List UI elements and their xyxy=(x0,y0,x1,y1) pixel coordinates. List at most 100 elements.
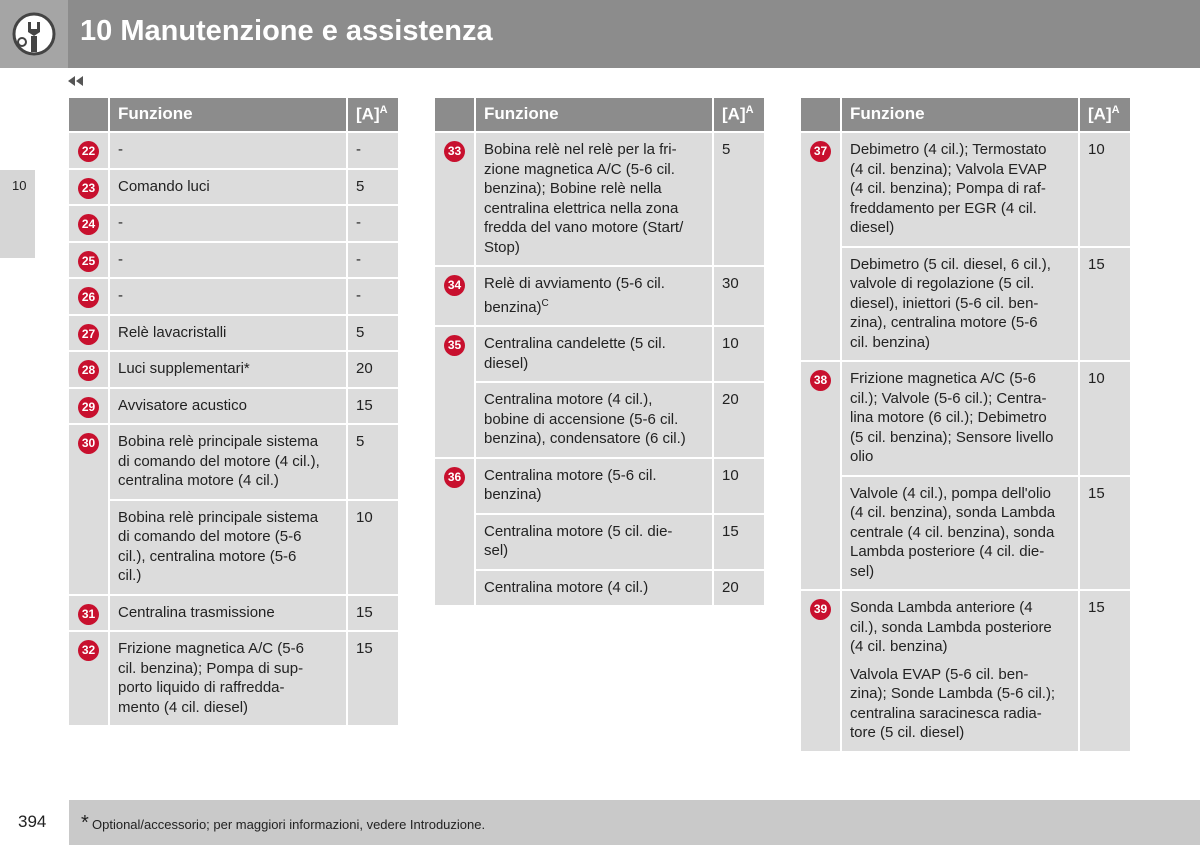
function-text: Centralina motore (4 cil.), bobine di ac… xyxy=(484,391,686,447)
function-text: Bobina relè principale sistema di comand… xyxy=(118,433,320,489)
header-amp: [A]A xyxy=(714,98,764,131)
chapter-icon xyxy=(0,0,68,68)
amp-cell: 20 xyxy=(714,570,764,605)
amp-cell: 10 xyxy=(714,458,764,513)
function-text: Frizione magnetica A/C (5-6 cil.); Valvo… xyxy=(850,370,1054,465)
fuse-row: 32 Frizione magnetica A/C (5-6 cil. benzi… xyxy=(69,632,398,725)
function-text: Centralina candelette (5 cil. diesel) xyxy=(484,335,666,372)
fuse-badge: 39 xyxy=(810,599,831,620)
function-cell: Frizione magnetica A/C (5-6 cil.); Valvo… xyxy=(842,362,1078,475)
function-text: Bobina relè principale sistema di comand… xyxy=(118,508,319,585)
number-cell: 26 xyxy=(69,279,108,314)
footer-bar: * Optional/accessorio; per maggiori info… xyxy=(69,800,1200,845)
fuse-row: 27 Relè lavacristalli 5 xyxy=(69,315,398,350)
function-text: Centralina motore (5 cil. die- sel) xyxy=(484,522,673,560)
function-text: Centralina motore (5-6 cil. benzina) xyxy=(484,466,657,504)
function-cell: Bobina relè principale sistema di comand… xyxy=(110,500,346,594)
fuse-badge: 28 xyxy=(78,360,99,381)
header-cell xyxy=(801,98,840,131)
function-text: Luci supplementari* xyxy=(118,360,250,377)
function-cell: Centralina motore (5-6 cil. benzina) xyxy=(476,458,712,513)
header-function: Funzione xyxy=(476,98,712,131)
number-cell: 32 xyxy=(69,632,108,725)
header-function: Funzione xyxy=(110,98,346,131)
function-sup: C xyxy=(541,297,549,309)
function-cell: Centralina candelette (5 cil. diesel) xyxy=(476,327,712,381)
fuse-badge: 27 xyxy=(78,323,99,345)
fuse-badge: 35 xyxy=(444,335,465,356)
amp-cell: 15 xyxy=(348,595,398,630)
number-cell: 28 xyxy=(69,352,108,387)
fuse-row: 25 - - xyxy=(69,242,398,277)
amp-cell: 5 xyxy=(348,315,398,350)
fuse-row: 35 Centralina candelette (5 cil. diesel) 1… xyxy=(435,327,764,457)
amp-cell: 15 xyxy=(1080,247,1130,360)
fuse-row: 37 Debimetro (4 cil.); Termostato (4 cil.… xyxy=(801,133,1130,360)
function-cell: Centralina motore (4 cil.), bobine di ac… xyxy=(476,383,712,457)
header-amp: [A]A xyxy=(348,98,398,131)
amp-cell: - xyxy=(348,133,398,168)
fuse-row: Debimetro (5 cil. diesel, 6 cil.), valvo… xyxy=(801,247,1130,360)
fuse-row: 24 - - xyxy=(69,206,398,241)
function-text: - xyxy=(118,250,123,268)
fuse-row: 39 Sonda Lambda anteriore (4 cil.), sonda… xyxy=(801,591,1130,751)
fuse-badge: 22 xyxy=(78,141,99,162)
number-cell: 37 xyxy=(801,133,840,360)
amp-cell: 10 xyxy=(1080,362,1130,475)
function-cell: - xyxy=(110,279,346,314)
amp-cell: - xyxy=(348,279,398,314)
fuse-row: Centralina motore (4 cil.), bobine di ac… xyxy=(435,383,764,457)
fuse-badge: 29 xyxy=(78,396,99,418)
function-cell: Sonda Lambda anteriore (4 cil.), sonda L… xyxy=(842,591,1078,751)
number-cell: 31 xyxy=(69,595,108,630)
fuse-badge: 36 xyxy=(444,466,465,488)
header-title: 10 Manutenzione e assistenza xyxy=(80,15,493,47)
function-text: Valvole (4 cil.), pompa dell'olio (4 cil… xyxy=(850,484,1056,580)
function-cell: Bobina relè principale sistema di comand… xyxy=(110,425,346,499)
number-cell: 35 xyxy=(435,327,474,457)
footnote-marker: * xyxy=(81,812,89,834)
amp-cell: - xyxy=(348,206,398,241)
amp-label: [A] xyxy=(1088,104,1112,124)
function-cell: Bobina relè nel relè per la fri- zione m… xyxy=(476,133,712,265)
header-row: Funzione [A]A xyxy=(801,98,1130,131)
amp-cell: 5 xyxy=(714,133,764,265)
function-cell: Centralina trasmissione xyxy=(110,595,346,630)
fuse-row: Centralina motore (5 cil. die- sel) 15 xyxy=(435,514,764,569)
header-amp: [A]A xyxy=(1080,98,1130,131)
function-text: - xyxy=(118,141,123,158)
function-cell: Valvole (4 cil.), pompa dell'olio (4 cil… xyxy=(842,476,1078,589)
back-arrows xyxy=(68,76,83,86)
number-cell: 27 xyxy=(69,315,108,350)
amp-cell: - xyxy=(348,242,398,277)
function-text: Relè di avviamento (5-6 cil. benzina) xyxy=(484,275,665,316)
function-cell: Luci supplementari* xyxy=(110,352,346,387)
function-cell: Relè lavacristalli xyxy=(110,315,346,350)
amp-cell: 10 xyxy=(714,327,764,381)
number-cell: 25 xyxy=(69,242,108,277)
function-cell: Relè di avviamento (5-6 cil. benzina)C xyxy=(476,267,712,325)
amp-cell: 15 xyxy=(348,388,398,423)
fuse-row: 31 Centralina trasmissione 15 xyxy=(69,595,398,630)
amp-cell: 20 xyxy=(348,352,398,387)
function-cell: - xyxy=(110,133,346,168)
number-cell: 22 xyxy=(69,133,108,168)
header-cell xyxy=(435,98,474,131)
function-text: Avvisatore acustico xyxy=(118,396,247,414)
function-text: - xyxy=(118,214,123,231)
fuse-badge: 32 xyxy=(78,640,99,661)
header-function: Funzione xyxy=(842,98,1078,131)
function-text: Centralina motore (4 cil.) xyxy=(484,578,649,596)
function-text: Frizione magnetica A/C (5-6 cil. benzina… xyxy=(118,640,304,716)
function-cell: Centralina motore (4 cil.) xyxy=(476,570,712,605)
amp-label: [A] xyxy=(356,104,380,124)
amp-cell: 5 xyxy=(348,425,398,499)
number-cell: 30 xyxy=(69,425,108,594)
fuse-row: 34 Relè di avviamento (5-6 cil. benzina)C… xyxy=(435,267,764,325)
fuse-badge: 37 xyxy=(810,141,831,162)
fuse-badge: 26 xyxy=(78,287,99,308)
page-number: 394 xyxy=(18,812,47,831)
header-row: Funzione [A]A xyxy=(69,98,398,131)
amp-cell: 10 xyxy=(348,500,398,594)
